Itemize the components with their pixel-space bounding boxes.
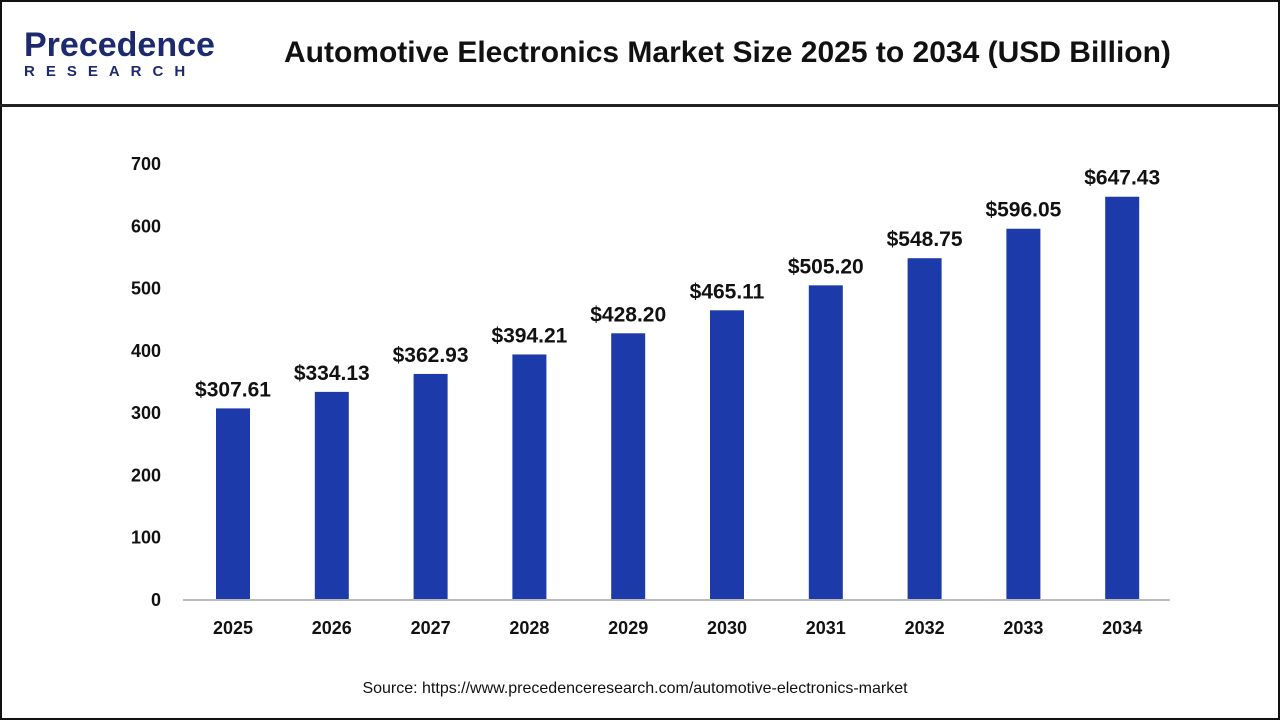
- chart-title: Automotive Electronics Market Size 2025 …: [284, 36, 1171, 69]
- bar: [1105, 196, 1140, 601]
- y-tick-label: 400: [131, 341, 161, 361]
- x-tick-label: 2028: [509, 618, 549, 638]
- bar: [1006, 228, 1041, 600]
- header: Precedence RESEARCH Automotive Electroni…: [0, 0, 1280, 107]
- source-text: Source: https://www.precedenceresearch.c…: [362, 680, 908, 697]
- x-tick-label: 2027: [411, 618, 451, 638]
- y-tick-label: 500: [131, 279, 161, 299]
- data-label: $505.20: [788, 255, 864, 278]
- logo-text: Precedence: [24, 26, 215, 64]
- x-tick-label: 2026: [312, 618, 352, 638]
- data-label: $548.75: [887, 228, 963, 251]
- bar: [907, 258, 942, 600]
- data-label: $465.11: [690, 280, 765, 303]
- data-label: $307.61: [195, 378, 271, 401]
- bar: [413, 373, 448, 600]
- bar: [314, 391, 349, 600]
- bar: [216, 408, 250, 600]
- x-tick-label: 2031: [806, 618, 846, 638]
- bar: [512, 354, 547, 600]
- x-tick-label: 2033: [1003, 618, 1043, 638]
- y-tick-label: 300: [131, 403, 161, 423]
- x-tick-label: 2034: [1102, 618, 1142, 638]
- data-label: $334.13: [294, 362, 370, 385]
- logo-sub: RESEARCH: [24, 63, 197, 80]
- data-label: $647.43: [1084, 167, 1160, 190]
- data-label: $596.05: [985, 199, 1061, 222]
- data-label: $428.20: [590, 303, 666, 326]
- bar: [611, 333, 646, 600]
- data-label: $362.93: [393, 344, 469, 367]
- y-tick-label: 200: [131, 465, 161, 485]
- y-tick-label: 600: [131, 216, 161, 236]
- x-tick-label: 2032: [905, 618, 945, 638]
- x-tick-label: 2025: [213, 618, 253, 638]
- data-label: $394.21: [491, 324, 567, 347]
- bar: [808, 285, 843, 600]
- y-tick-label: 0: [151, 590, 161, 610]
- x-tick-label: 2029: [608, 618, 648, 638]
- y-tick-label: 100: [131, 528, 161, 548]
- logo: Precedence RESEARCH: [24, 28, 215, 80]
- y-tick-label: 700: [131, 154, 161, 174]
- x-tick-label: 2030: [707, 618, 747, 638]
- bar: [710, 310, 744, 600]
